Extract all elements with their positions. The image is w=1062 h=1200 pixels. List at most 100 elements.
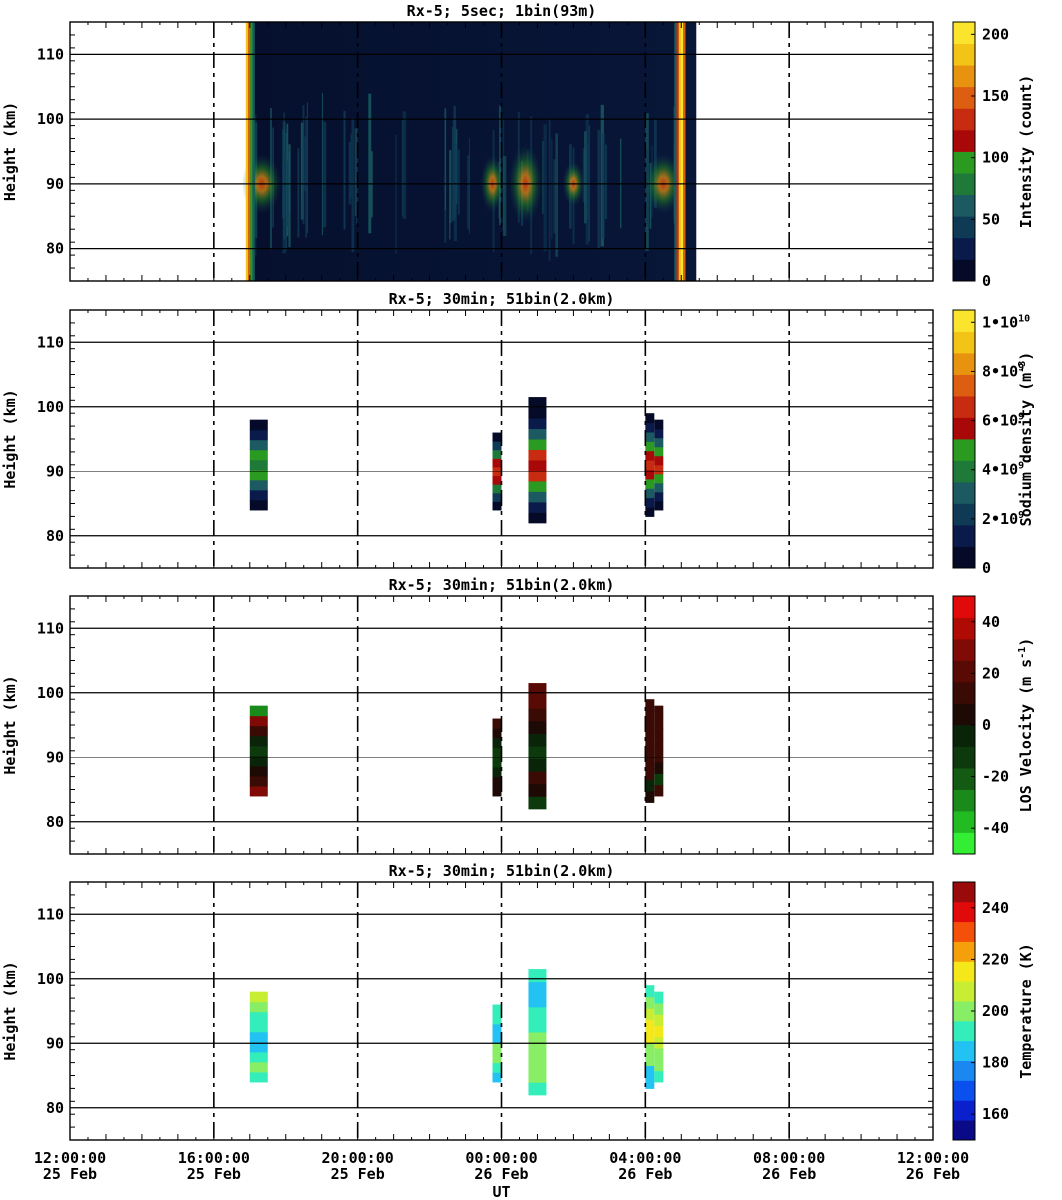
data-cell xyxy=(654,1070,664,1083)
x-tick-label-time: 12:00:00 xyxy=(897,1149,969,1167)
data-cell xyxy=(249,715,268,727)
data-cell xyxy=(492,432,502,442)
data-cell xyxy=(492,492,502,502)
plot-area xyxy=(241,22,697,281)
data-cell xyxy=(249,765,268,777)
data-cell xyxy=(528,969,547,983)
data-cell xyxy=(645,699,655,712)
plot-area xyxy=(249,683,664,810)
data-cell xyxy=(645,460,655,470)
y-tick-label: 80 xyxy=(46,527,64,545)
data-cell xyxy=(654,739,664,752)
data-cell xyxy=(645,996,655,1009)
data-cell xyxy=(654,1048,664,1060)
colorbar-tick-label: 160 xyxy=(982,1105,1009,1123)
data-cell xyxy=(654,419,664,430)
colorbar-tick-label: 200 xyxy=(982,1002,1009,1020)
colorbar-tick-label: 1•1010 xyxy=(982,313,1030,331)
colorbar-swatch xyxy=(953,901,975,923)
data-cell xyxy=(492,449,502,459)
data-cell xyxy=(645,413,655,424)
intensity-streak xyxy=(551,139,553,239)
data-cell xyxy=(654,455,664,466)
data-cell xyxy=(645,1065,655,1078)
data-cell xyxy=(249,1011,268,1023)
x-tick-label-date: 25 Feb xyxy=(43,1165,97,1183)
colorbar-tick-label: 40 xyxy=(982,613,1000,631)
data-cell xyxy=(249,489,268,501)
colorbar-swatch xyxy=(953,546,975,569)
intensity-streak xyxy=(444,107,446,211)
data-cell xyxy=(528,733,547,747)
colorbar-tick-label: 8•109 xyxy=(982,362,1024,380)
colorbar-swatch xyxy=(953,331,975,354)
data-cell xyxy=(492,718,502,729)
data-cell xyxy=(654,473,664,484)
y-axis-label: Height (km) xyxy=(1,961,19,1060)
data-cell xyxy=(654,705,664,718)
data-cell xyxy=(645,1019,655,1032)
intensity-streak xyxy=(402,111,407,219)
data-cell xyxy=(492,1014,502,1025)
data-cell xyxy=(645,710,655,723)
data-cell xyxy=(492,1072,502,1083)
data-cell xyxy=(528,683,547,697)
data-cell xyxy=(249,1001,268,1013)
data-cell xyxy=(249,419,268,431)
data-cell xyxy=(645,1054,655,1066)
intensity-edge xyxy=(676,22,679,281)
data-cell xyxy=(528,796,547,810)
plot-area xyxy=(249,397,664,524)
data-cell xyxy=(654,1025,664,1038)
data-cell xyxy=(654,437,664,448)
colorbar-swatch xyxy=(953,353,975,375)
data-cell xyxy=(492,776,502,787)
colorbar-swatch xyxy=(953,1100,975,1121)
data-cell xyxy=(528,1044,547,1058)
data-cell xyxy=(645,722,655,735)
data-cell xyxy=(492,441,502,451)
x-tick-label-time: 08:00:00 xyxy=(753,1149,825,1167)
colorbar-tick-label: 20 xyxy=(982,664,1000,682)
intensity-streak xyxy=(321,93,323,236)
data-cell xyxy=(645,450,655,461)
colorbar-frame xyxy=(952,309,976,569)
intensity-streak xyxy=(468,137,470,234)
x-tick-label-date: 26 Feb xyxy=(618,1165,672,1183)
colorbar-swatch xyxy=(953,503,975,526)
data-cell xyxy=(654,500,664,511)
colorbar-tick-label: 0 xyxy=(982,559,991,577)
data-cell xyxy=(492,728,502,739)
panel-title: Rx-5; 30min; 51bin(2.0km) xyxy=(389,290,615,308)
data-cell xyxy=(528,745,547,760)
data-cell xyxy=(528,1082,547,1096)
colorbar-label: Sodium density (m-3) xyxy=(1017,352,1035,527)
colorbar-label: Temperature (K) xyxy=(1017,943,1035,1078)
data-cell xyxy=(528,480,547,492)
intensity-streak xyxy=(601,133,605,239)
y-tick-label: 80 xyxy=(46,1099,64,1117)
colorbar-swatch xyxy=(953,596,975,618)
x-tick-label-time: 12:00:00 xyxy=(34,1149,106,1167)
y-axis-label: Height (km) xyxy=(1,102,19,201)
colorbar-tick-label: 0 xyxy=(982,716,991,734)
colorbar-tick-label: 50 xyxy=(982,210,1000,228)
data-cell xyxy=(645,431,655,442)
intensity-streak xyxy=(503,156,507,237)
data-cell xyxy=(528,1069,547,1083)
data-cell xyxy=(528,695,547,709)
data-cell xyxy=(654,1059,664,1072)
y-tick-label: 110 xyxy=(37,905,64,923)
data-cell xyxy=(645,469,655,480)
data-cell xyxy=(528,459,547,471)
data-cell xyxy=(249,991,268,1003)
data-cell xyxy=(249,439,268,451)
data-cell xyxy=(654,991,664,1004)
x-tick-label-date: 25 Feb xyxy=(187,1165,241,1183)
x-tick-label-date: 26 Feb xyxy=(474,1165,528,1183)
data-cell xyxy=(645,745,655,758)
data-cell xyxy=(645,768,655,780)
data-cell xyxy=(528,512,547,524)
panel-title: Rx-5; 30min; 51bin(2.0km) xyxy=(389,862,615,880)
